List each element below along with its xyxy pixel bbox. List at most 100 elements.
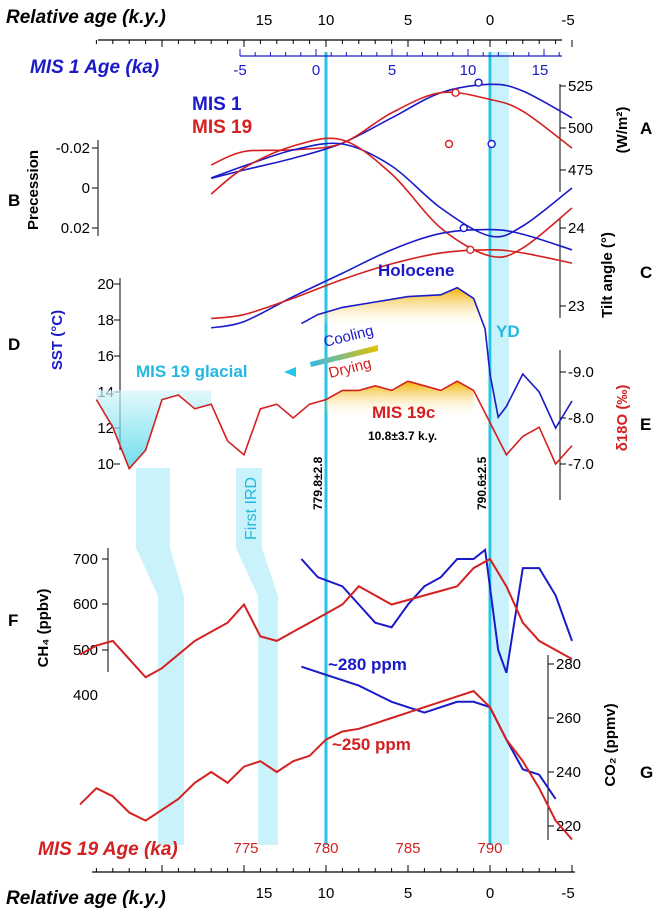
series-line-g-1	[79, 689, 573, 841]
g-tick: 260	[556, 710, 581, 727]
mis19-tick: 785	[395, 840, 420, 857]
panel-label-b: B	[8, 191, 20, 210]
series-line-f-0	[300, 548, 573, 674]
mis19-tick: 780	[313, 840, 338, 857]
f-tick: 400	[73, 687, 98, 704]
series-line-b-1	[210, 137, 573, 259]
legend-mis19: MIS 19	[192, 117, 252, 138]
warm-period-fill	[326, 381, 474, 418]
glacial-arrow-head	[284, 367, 296, 377]
a-ylabel: (W/m²)	[614, 107, 631, 154]
series-line-c-1	[211, 249, 573, 320]
mis1-age-axis: MIS 1 Age (ka) -5 0 5 10 15	[30, 49, 562, 79]
panel-b-axis: -0.02 0 0.02 Precession B	[8, 140, 99, 237]
top-tick: -5	[561, 12, 574, 29]
b-tick: 0	[82, 180, 90, 197]
panel-label-d: D	[8, 335, 20, 354]
top-tick: 10	[318, 12, 335, 29]
f-tick: 700	[73, 551, 98, 568]
g-tick: 240	[556, 764, 581, 781]
a-tick: 475	[568, 162, 593, 179]
mis1-tick: 15	[532, 62, 549, 79]
extremum-marker	[444, 139, 454, 149]
warm-period-fill	[317, 287, 486, 329]
extremum-marker	[487, 139, 496, 149]
mis19-tick: 790	[477, 840, 502, 857]
b-tick: -0.02	[56, 140, 90, 157]
c-tick: 23	[568, 298, 585, 315]
series-line-f-1	[79, 557, 573, 679]
b-ylabel: Precession	[25, 150, 42, 230]
extremum-marker	[459, 223, 468, 233]
f-tick: 600	[73, 596, 98, 613]
panel-label-e: E	[640, 415, 651, 434]
bottom-tick: 5	[404, 885, 412, 902]
ird-band-1	[136, 468, 184, 845]
panel-c-axis: 24 23 Tilt angle (°) C	[559, 218, 652, 318]
mis19-glacial-label: MIS 19 glacial	[136, 362, 248, 381]
mis19-tick: 775	[233, 840, 258, 857]
extremum-marker	[474, 78, 483, 87]
panel-f-axis: 700 600 500 400 CH₄ (ppbv) F	[8, 548, 109, 704]
d-tick: 12	[97, 420, 114, 437]
series-line-c-0	[211, 228, 573, 329]
bottom-tick: 0	[486, 885, 494, 902]
top-tick: 5	[404, 12, 412, 29]
mis1-tick: 10	[460, 62, 477, 79]
b-tick: 0.02	[61, 220, 90, 237]
top-relative-axis: Relative age (k.y.) 15 10 5 0 -5	[6, 7, 575, 47]
panel-e-axis: -9.0 -8.0 -7.0 δ18O (‰) E	[559, 350, 651, 500]
g-tick: 280	[556, 656, 581, 673]
g-tick: 220	[556, 818, 581, 835]
series-line-e-0	[95, 380, 573, 471]
bottom-tick: 15	[256, 885, 273, 902]
e-tick: -7.0	[568, 456, 594, 473]
mis19-age-axis: MIS 19 Age (ka) 775 780 785 790	[38, 839, 503, 860]
series-line-g-0	[301, 665, 557, 800]
f-ylabel: CH₄ (ppbv)	[35, 589, 52, 668]
d-tick: 16	[97, 348, 114, 365]
mis19c-label: MIS 19c	[372, 403, 435, 422]
e-ylabel: δ18O (‰)	[614, 385, 631, 452]
top-tick: 0	[486, 12, 494, 29]
yd-label: YD	[496, 322, 520, 341]
cooling-arrow	[310, 345, 378, 367]
bottom-tick: -5	[561, 885, 574, 902]
mis1-tick: -5	[233, 62, 246, 79]
d-ylabel: SST (°C)	[49, 310, 66, 370]
co2-280-label: ~280 ppm	[328, 655, 407, 674]
panel-d-axis: 20 18 16 14 12 10 SST (°C) D	[8, 276, 121, 473]
extremum-marker	[451, 88, 460, 97]
series-line-a-1	[210, 91, 573, 166]
mis1-tick: 0	[312, 62, 320, 79]
g-ylabel: CO₂ (ppmv)	[602, 703, 619, 786]
series-line-a-0	[211, 83, 573, 180]
bottom-relative-axis: Relative age (k.y.) 15 10 5 0 -5	[6, 865, 575, 909]
glacial-fill	[96, 390, 212, 469]
glacial-bands	[136, 52, 509, 845]
holocene-label: Holocene	[378, 261, 455, 280]
legend-mis1: MIS 1	[192, 94, 242, 115]
mis1-tick: 5	[388, 62, 396, 79]
series-line-d-0	[301, 286, 573, 430]
first-ird-label: First IRD	[243, 477, 260, 540]
d-tick: 20	[97, 276, 114, 293]
c-tick: 24	[568, 220, 585, 237]
e-tick: -9.0	[568, 364, 594, 381]
a-tick: 500	[568, 120, 593, 137]
panel-label-c: C	[640, 263, 652, 282]
d-tick: 18	[97, 312, 114, 329]
top-axis-title: Relative age (k.y.)	[6, 7, 166, 28]
panel-label-f: F	[8, 611, 18, 630]
a-tick: 525	[568, 78, 593, 95]
panel-label-a: A	[640, 119, 652, 138]
age-779-label: 779.8±2.8	[311, 456, 325, 510]
mis1-axis-title: MIS 1 Age (ka)	[30, 57, 159, 78]
top-tick: 15	[256, 12, 273, 29]
duration-label: 10.8±3.7 k.y.	[368, 429, 437, 443]
panel-a-axis: 525 500 475 (W/m²) A	[559, 78, 652, 192]
mis19-axis-title: MIS 19 Age (ka)	[38, 839, 178, 860]
ird-band-2	[236, 468, 278, 845]
c-ylabel: Tilt angle (°)	[599, 232, 616, 318]
